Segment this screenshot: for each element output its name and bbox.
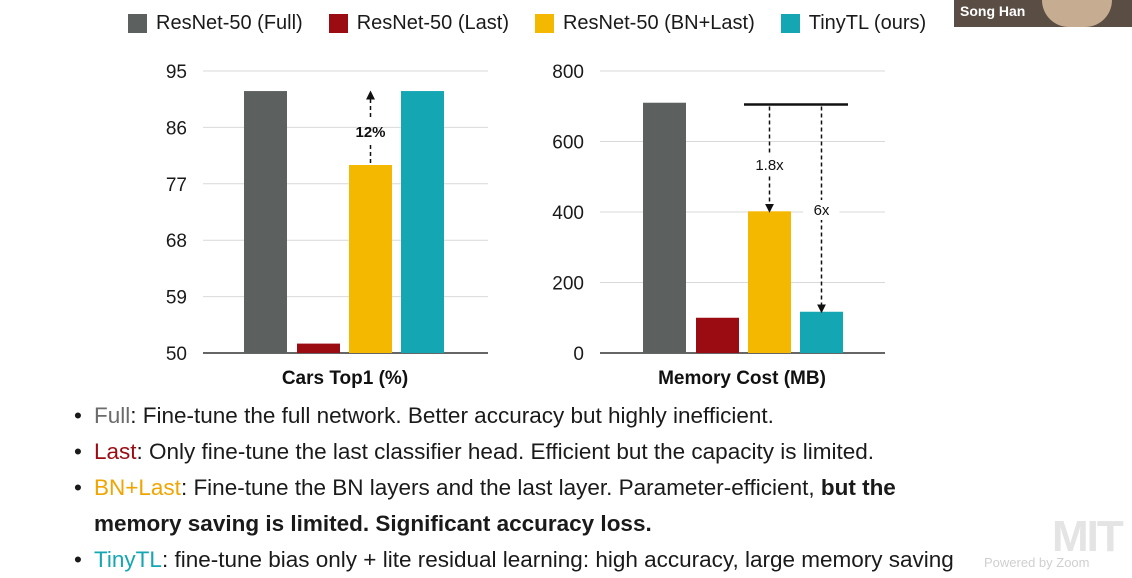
bar-2 xyxy=(297,343,340,353)
y-tick-label: 59 xyxy=(166,288,187,309)
bullet-dot: • xyxy=(74,403,82,428)
legend-label-bn-last: ResNet-50 (BN+Last) xyxy=(562,12,755,34)
bar-4 xyxy=(401,91,444,353)
y-tick-label: 50 xyxy=(166,344,187,365)
bullet-rest-tinytl: : fine-tune bias only + lite residual le… xyxy=(161,547,954,572)
y-tick-label: 400 xyxy=(552,203,584,224)
y-tick-label: 77 xyxy=(166,175,187,196)
charts-canvas: 50 59 68 77 86 95 Cars Top1 (%) 12% 0 200 400 600 8… xyxy=(166,62,885,389)
legend-swatch-bn-last xyxy=(534,14,554,33)
annotation-label-bg xyxy=(803,200,840,220)
bar-2 xyxy=(696,317,739,353)
bullet-key-tinytl: TinyTL xyxy=(94,547,162,572)
y-tick-label: 0 xyxy=(573,344,584,365)
y-tick-label: 86 xyxy=(166,118,187,139)
speaker-name: Song Han xyxy=(960,3,1026,19)
bar-4 xyxy=(800,311,843,353)
legend-swatch-last xyxy=(328,14,348,33)
legend-label-full: ResNet-50 (Full) xyxy=(156,12,303,34)
legend-item-last: ResNet-50 (Last) xyxy=(328,12,509,35)
legend-swatch-tinytl xyxy=(780,14,800,33)
x-axis-title: Cars Top1 (%) xyxy=(282,368,408,389)
memory-chart: 0 200 400 600 800 Memory Cost (MB) 1.8x 6x xyxy=(552,62,885,389)
bar-1 xyxy=(643,102,686,353)
y-tick-label: 600 xyxy=(552,133,584,154)
bullet-line2-bn-last: memory saving is limited. Significant ac… xyxy=(94,511,652,536)
bullet-dot: • xyxy=(74,475,82,500)
bullet-rest-full: : Fine-tune the full network. Better acc… xyxy=(130,403,774,428)
legend-item-full: ResNet-50 (Full) xyxy=(128,12,303,35)
y-tick-label: 800 xyxy=(552,62,584,83)
annotation-label-bg xyxy=(751,155,788,175)
bullet-rest-bn-last: : Fine-tune the BN layers and the last l… xyxy=(180,475,821,500)
bullet-full-text: Full: Fine-tune the full network. Better… xyxy=(94,398,774,434)
bullet-key-last: Last xyxy=(94,439,137,464)
bullet-rest-last: : Only fine-tune the last classifier hea… xyxy=(136,439,874,464)
bullet-bold-bn-last: but the xyxy=(820,475,896,500)
legend-label-tinytl: TinyTL (ours) xyxy=(808,12,927,34)
bullet-last-text: Last: Only fine-tune the last classifier… xyxy=(94,434,874,470)
bullet-list: • Full: Fine-tune the full network. Bett… xyxy=(74,398,1132,578)
chart-legend: ResNet-50 (Full) ResNet-50 (Last) ResNet… xyxy=(128,12,926,35)
speaker-avatar xyxy=(1042,0,1112,27)
y-tick-label: 95 xyxy=(166,62,187,83)
bullet-tinytl-text: TinyTL: fine-tune bias only + lite resid… xyxy=(94,542,954,578)
legend-label-last: ResNet-50 (Last) xyxy=(356,12,509,34)
speaker-video[interactable]: Song Han xyxy=(954,0,1132,27)
bullet-key-full: Full xyxy=(94,403,131,428)
bullet-tinytl: • TinyTL: fine-tune bias only + lite res… xyxy=(74,542,1132,578)
bar-3 xyxy=(748,211,791,353)
legend-swatch-full xyxy=(128,14,147,33)
bullet-last: • Last: Only fine-tune the last classifi… xyxy=(74,434,1132,470)
bar-3 xyxy=(349,165,392,353)
accuracy-chart: 50 59 68 77 86 95 Cars Top1 (%) 12% xyxy=(166,62,488,389)
y-tick-label: 68 xyxy=(166,231,187,252)
annotation-label: 1.8x xyxy=(755,157,784,174)
bar-1 xyxy=(244,91,287,353)
annotation-label: 6x xyxy=(814,202,830,219)
bullet-key-bn-last: BN+Last xyxy=(94,475,181,500)
legend-item-tinytl: TinyTL (ours) xyxy=(780,12,927,35)
legend-item-bn-last: ResNet-50 (BN+Last) xyxy=(534,12,755,35)
y-tick-label: 200 xyxy=(552,274,584,295)
bullet-bn-last-text: BN+Last: Fine-tune the BN layers and the… xyxy=(94,470,896,542)
bullet-dot: • xyxy=(74,547,82,572)
annotation-label: 12% xyxy=(355,124,385,141)
bullet-full: • Full: Fine-tune the full network. Bett… xyxy=(74,398,1132,434)
zoom-watermark: Powered by Zoom xyxy=(984,555,1090,570)
bullet-dot: • xyxy=(74,439,82,464)
bullet-bn-last: • BN+Last: Fine-tune the BN layers and t… xyxy=(74,470,1132,542)
x-axis-title: Memory Cost (MB) xyxy=(658,368,826,389)
mit-logo: MIT xyxy=(1052,512,1124,561)
